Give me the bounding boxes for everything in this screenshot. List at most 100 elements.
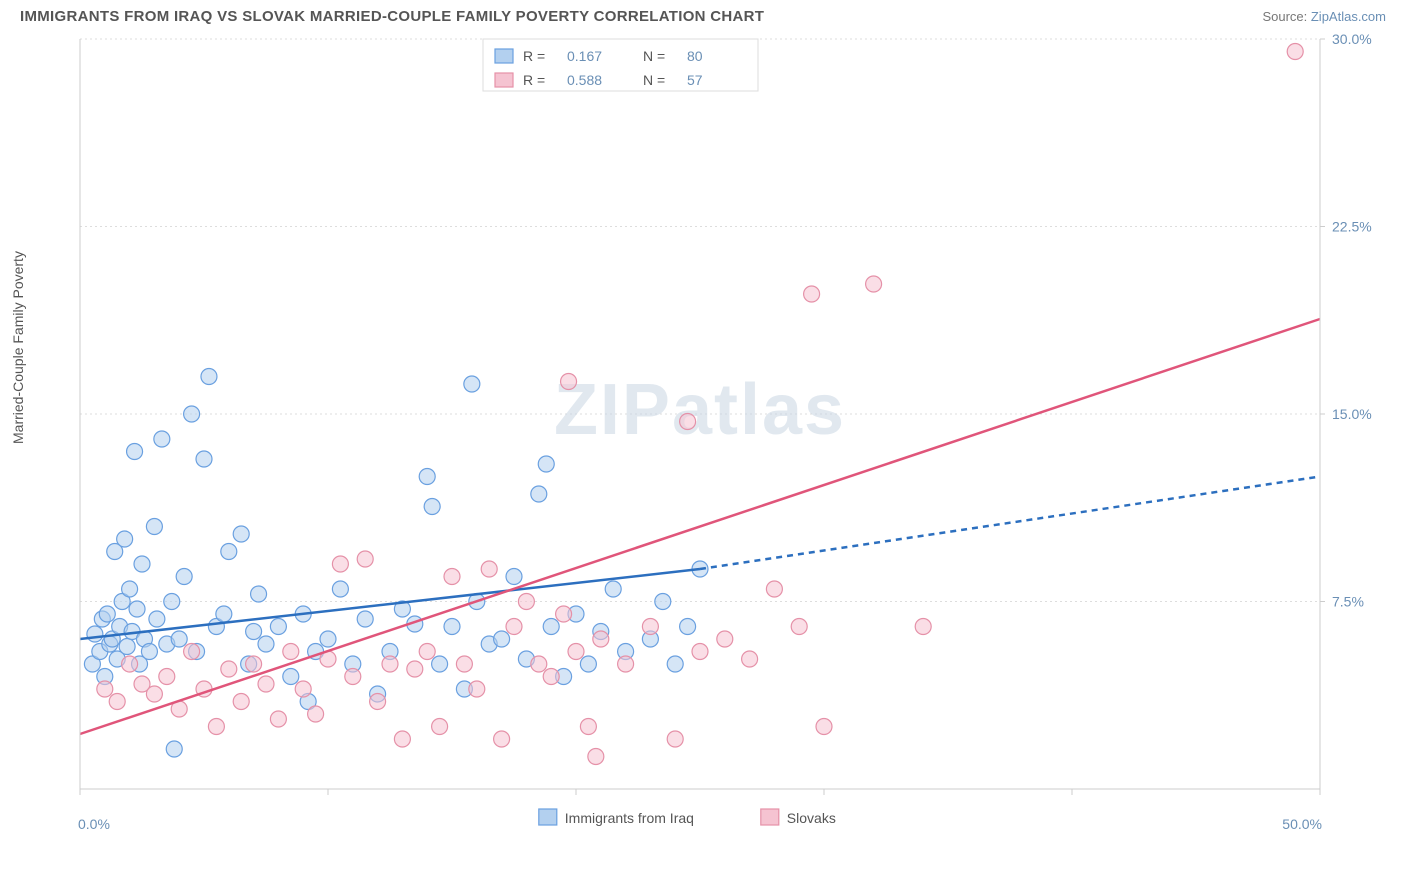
- data-point: [87, 626, 103, 642]
- legend-swatch: [495, 49, 513, 63]
- data-point: [258, 676, 274, 692]
- data-point: [561, 374, 577, 390]
- data-point: [246, 656, 262, 672]
- data-point: [134, 556, 150, 572]
- data-point: [642, 619, 658, 635]
- data-point: [233, 694, 249, 710]
- data-point: [382, 656, 398, 672]
- data-point: [146, 686, 162, 702]
- data-point: [494, 631, 510, 647]
- data-point: [246, 624, 262, 640]
- data-point: [593, 631, 609, 647]
- data-point: [164, 594, 180, 610]
- data-point: [357, 551, 373, 567]
- data-point: [166, 741, 182, 757]
- data-point: [221, 544, 237, 560]
- source-link[interactable]: ZipAtlas.com: [1311, 9, 1386, 24]
- data-point: [580, 719, 596, 735]
- data-point: [159, 669, 175, 685]
- legend-series-label: Slovaks: [787, 810, 836, 826]
- data-point: [357, 611, 373, 627]
- chart-container: Married-Couple Family Poverty ZIPatlas0.…: [20, 29, 1386, 859]
- data-point: [258, 636, 274, 652]
- data-point: [692, 644, 708, 660]
- data-point: [308, 706, 324, 722]
- legend-r-value: 0.588: [567, 72, 602, 88]
- x-tick-label: 0.0%: [78, 816, 110, 832]
- data-point: [432, 656, 448, 672]
- data-point: [233, 526, 249, 542]
- data-point: [208, 719, 224, 735]
- data-point: [469, 681, 485, 697]
- data-point: [270, 619, 286, 635]
- data-point: [196, 451, 212, 467]
- data-point: [127, 444, 143, 460]
- data-point: [154, 431, 170, 447]
- data-point: [109, 694, 125, 710]
- legend-r-label: R =: [523, 48, 545, 64]
- data-point: [99, 606, 115, 622]
- watermark: ZIPatlas: [554, 370, 846, 450]
- legend-n-value: 57: [687, 72, 703, 88]
- data-point: [201, 369, 217, 385]
- data-point: [866, 276, 882, 292]
- data-point: [176, 569, 192, 585]
- legend-series-label: Immigrants from Iraq: [565, 810, 694, 826]
- data-point: [1287, 44, 1303, 60]
- data-point: [494, 731, 510, 747]
- x-tick-label: 50.0%: [1282, 816, 1322, 832]
- data-point: [742, 651, 758, 667]
- data-point: [456, 656, 472, 672]
- data-point: [122, 581, 138, 597]
- data-point: [283, 644, 299, 660]
- data-point: [680, 619, 696, 635]
- data-point: [481, 561, 497, 577]
- data-point: [816, 719, 832, 735]
- data-point: [129, 601, 145, 617]
- data-point: [618, 656, 634, 672]
- data-point: [149, 611, 165, 627]
- data-point: [543, 669, 559, 685]
- data-point: [804, 286, 820, 302]
- data-point: [184, 406, 200, 422]
- data-point: [667, 656, 683, 672]
- data-point: [251, 586, 267, 602]
- legend-n-label: N =: [643, 72, 665, 88]
- data-point: [518, 594, 534, 610]
- legend-n-value: 80: [687, 48, 703, 64]
- data-point: [444, 569, 460, 585]
- chart-source: Source: ZipAtlas.com: [1262, 9, 1386, 24]
- data-point: [580, 656, 596, 672]
- data-point: [531, 656, 547, 672]
- y-tick-label: 15.0%: [1332, 406, 1372, 422]
- data-point: [146, 519, 162, 535]
- data-point: [538, 456, 554, 472]
- data-point: [370, 694, 386, 710]
- chart-header: IMMIGRANTS FROM IRAQ VS SLOVAK MARRIED-C…: [0, 0, 1406, 29]
- data-point: [506, 619, 522, 635]
- data-point: [543, 619, 559, 635]
- legend-swatch: [539, 809, 557, 825]
- data-point: [605, 581, 621, 597]
- source-label: Source:: [1262, 9, 1310, 24]
- data-point: [915, 619, 931, 635]
- y-tick-label: 22.5%: [1332, 219, 1372, 235]
- data-point: [556, 606, 572, 622]
- legend-r-label: R =: [523, 72, 545, 88]
- y-tick-label: 7.5%: [1332, 594, 1364, 610]
- data-point: [419, 469, 435, 485]
- data-point: [432, 719, 448, 735]
- data-point: [332, 581, 348, 597]
- data-point: [141, 644, 157, 660]
- y-tick-label: 30.0%: [1332, 31, 1372, 47]
- data-point: [407, 661, 423, 677]
- data-point: [444, 619, 460, 635]
- legend-swatch: [761, 809, 779, 825]
- data-point: [568, 644, 584, 660]
- scatter-chart: ZIPatlas 0.0% 50.0% 7.5% 15.0% 22.5% 30.0% R = 0…: [20, 29, 1386, 859]
- data-point: [791, 619, 807, 635]
- data-point: [320, 631, 336, 647]
- data-point: [119, 639, 135, 655]
- data-point: [506, 569, 522, 585]
- y-axis-label: Married-Couple Family Poverty: [10, 251, 26, 444]
